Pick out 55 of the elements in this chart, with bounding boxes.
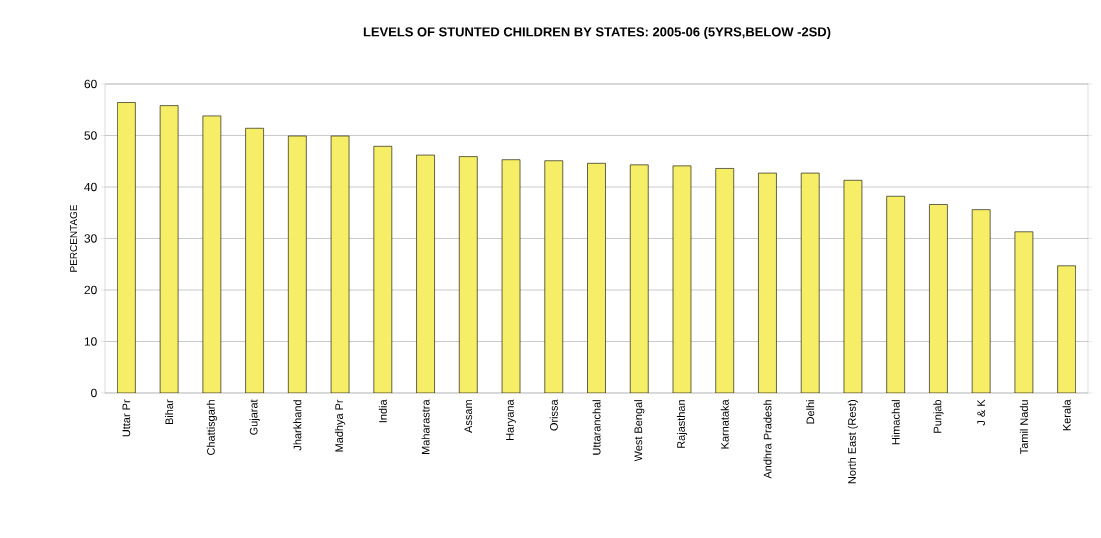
y-axis-title: PERCENTAGE <box>70 204 78 272</box>
bar <box>544 160 564 393</box>
bar <box>587 163 606 393</box>
x-tick-label: Bihar <box>165 399 174 425</box>
bar <box>1014 231 1034 393</box>
bar <box>929 204 948 393</box>
x-tick-label: Rajasthan <box>676 400 688 448</box>
x-tick-label: Orissa <box>549 399 558 431</box>
bar <box>245 127 264 393</box>
bar <box>159 105 179 393</box>
bar <box>843 180 863 393</box>
bar <box>501 159 521 393</box>
x-tick-label: Haryana <box>506 399 516 440</box>
x-tick-label: Uttaranchal <box>592 400 601 455</box>
bar <box>330 135 350 393</box>
bar <box>416 154 435 393</box>
x-tick-label: Delhi <box>806 400 815 424</box>
bar <box>202 115 222 393</box>
x-tick-label: Jharkhand <box>293 400 302 451</box>
y-tick-label: 20 <box>84 285 97 295</box>
x-tick-label: Punjab <box>933 399 944 433</box>
y-tick-label: 60 <box>84 79 97 89</box>
x-tick-label: Andhra Pradesh <box>763 400 772 479</box>
x-tick-label: Tamil Nadu <box>1019 400 1028 454</box>
x-tick-label: West Bengal <box>634 400 645 462</box>
x-tick-label: India <box>378 399 387 423</box>
x-tick-label: Madhya Pr <box>334 399 346 452</box>
x-tick-label: Kerala <box>1062 399 1071 431</box>
bar <box>800 172 820 393</box>
chart-title: LEVELS OF STUNTED CHILDREN BY STATES: 2005-06 (5YRS,BELOW -2SD) <box>363 26 831 40</box>
bar <box>758 172 777 393</box>
bar <box>672 165 692 393</box>
x-tick-label: Gujarat <box>249 399 260 435</box>
bar <box>971 209 991 393</box>
x-tick-label: Chattisgarh <box>206 400 217 455</box>
x-tick-label: Karnataka <box>720 399 729 449</box>
bar <box>288 135 307 393</box>
bar <box>117 102 136 393</box>
y-tick-label: 50 <box>84 131 97 140</box>
y-tick-label: 10 <box>84 337 97 346</box>
bar <box>629 164 649 393</box>
x-tick-label: North East (Rest) <box>847 400 859 484</box>
y-tick-label: 30 <box>84 234 97 243</box>
y-tick-label: 0 <box>91 388 97 398</box>
bar <box>459 156 478 393</box>
x-tick-label: Maharastra <box>421 399 430 454</box>
x-tick-label: Uttar Pr <box>122 399 131 437</box>
bar <box>886 195 905 393</box>
x-tick-label: J & K <box>977 399 986 426</box>
y-tick-label: 40 <box>84 182 97 192</box>
x-tick-label: Assam <box>464 400 473 433</box>
bar <box>1057 265 1076 393</box>
bar <box>715 168 735 393</box>
bar <box>373 146 393 393</box>
x-tick-label: Himachal <box>891 400 900 445</box>
